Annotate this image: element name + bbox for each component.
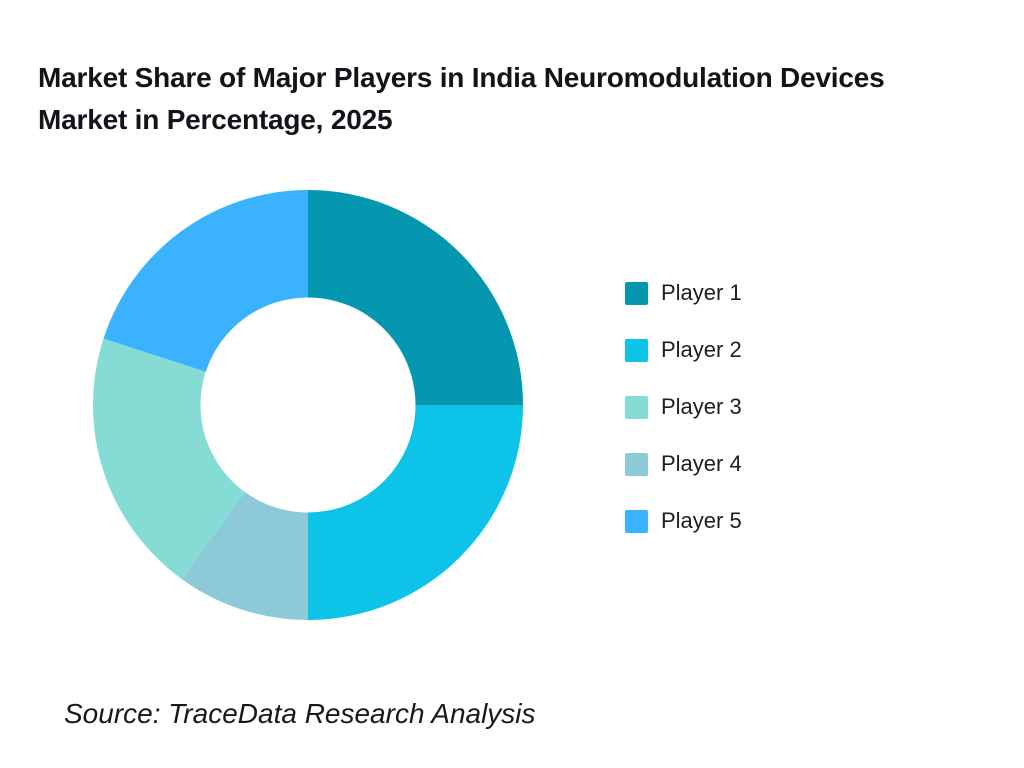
source-note: Source: TraceData Research Analysis bbox=[64, 698, 536, 729]
donut-segment-player-5 bbox=[103, 190, 308, 372]
legend-swatch-player-5 bbox=[625, 509, 648, 533]
donut-segment-player-2 bbox=[308, 405, 523, 620]
legend-label: Player 5 bbox=[661, 508, 742, 533]
legend-swatch-player-1 bbox=[625, 281, 648, 305]
legend-item-player-5: Player 5 bbox=[625, 508, 742, 533]
donut-svg bbox=[92, 190, 523, 620]
chart-title: Market Share of Major Players in India N… bbox=[38, 57, 885, 141]
legend-item-player-4: Player 4 bbox=[625, 451, 742, 476]
legend: Player 1 Player 2 Player 3 Player 4 Player 5 bbox=[625, 280, 742, 533]
legend-item-player-1: Player 1 bbox=[625, 280, 742, 305]
chart-title-line-1: Market Share of Major Players in India N… bbox=[38, 62, 885, 93]
legend-swatch-player-3 bbox=[625, 395, 648, 419]
donut-chart bbox=[92, 190, 523, 620]
legend-item-player-3: Player 3 bbox=[625, 394, 742, 419]
donut-segment-player-1 bbox=[308, 190, 523, 405]
legend-label: Player 1 bbox=[661, 280, 742, 305]
legend-label: Player 2 bbox=[661, 337, 742, 362]
legend-label: Player 4 bbox=[661, 451, 742, 476]
donut-segment-player-3 bbox=[92, 338, 245, 579]
legend-swatch-player-4 bbox=[625, 452, 648, 476]
donut-segment-player-4 bbox=[181, 491, 308, 620]
chart-title-line-2: Market in Percentage, 2025 bbox=[38, 104, 393, 135]
legend-item-player-2: Player 2 bbox=[625, 337, 742, 362]
legend-swatch-player-2 bbox=[625, 338, 648, 362]
legend-label: Player 3 bbox=[661, 394, 742, 419]
